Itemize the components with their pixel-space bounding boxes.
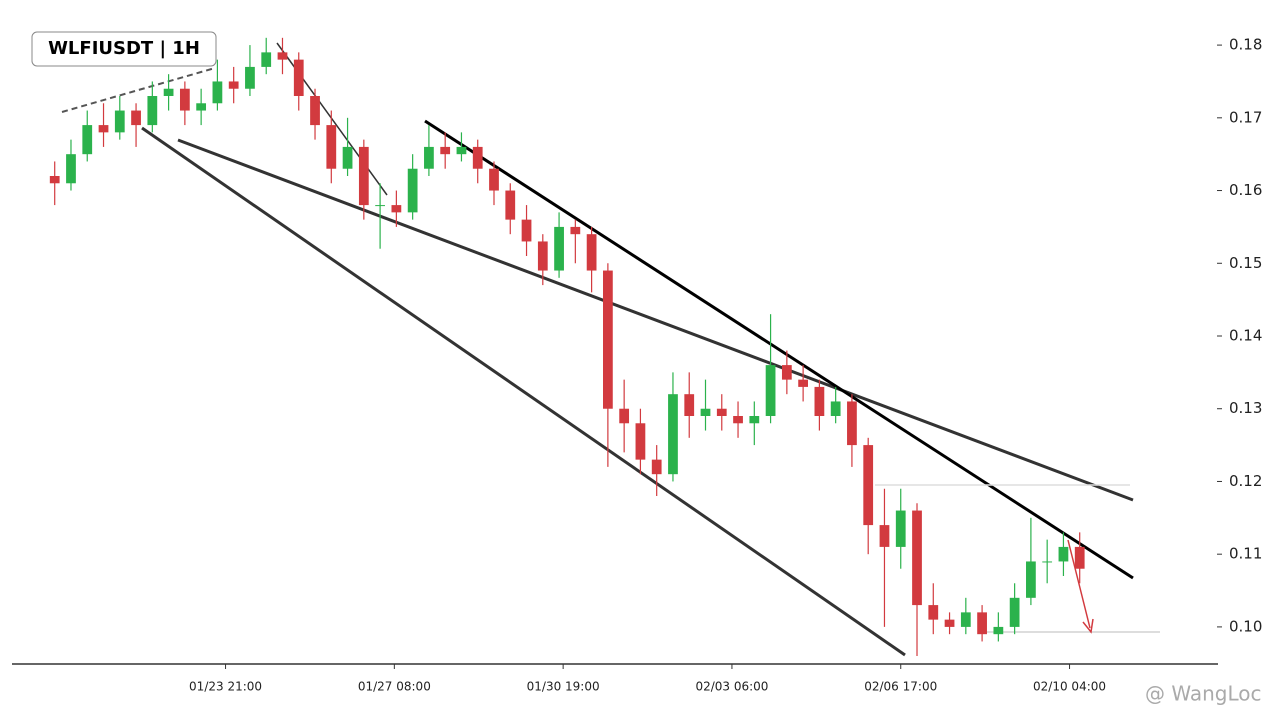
y-tick-label: 0.12 [1229,472,1262,490]
candle-body [879,525,890,547]
candle-body [1042,561,1053,563]
x-tick-label: 01/27 08:00 [358,680,431,694]
candle-body [928,605,939,620]
candle-body [66,154,76,184]
candle-body [863,445,874,526]
candle-body [716,408,727,416]
candle-body [765,365,776,416]
candle-body [651,459,662,475]
candle-body [603,270,613,409]
candle-body [212,81,223,104]
candle-body [554,226,564,271]
y-tick-label: 0.15 [1229,254,1262,272]
candle-body [847,401,857,446]
y-tick-label: 0.18 [1229,36,1262,54]
candle-body [424,146,434,169]
candle-body [814,386,825,416]
candle-body [82,125,93,155]
candle-body [668,394,678,475]
candle-body [49,176,60,184]
y-tick-label: 0.10 [1229,617,1262,635]
candle-body [179,88,190,111]
candle-body [684,394,695,416]
candle-body [798,379,809,387]
candle-body [521,219,532,242]
candle-body [977,612,987,635]
candle-body [261,52,272,67]
candle-body [619,408,630,424]
trend-line [276,42,388,196]
title-box [31,31,217,67]
chart-title: WLFIUSDT | 1H [48,38,200,59]
arrow-head [1082,618,1094,634]
candle-body [993,626,1004,635]
candle-body [635,423,646,460]
candle-body [245,66,255,89]
candle-body [912,510,922,606]
x-tick-label: 01/30 19:00 [527,680,600,694]
trend-line [141,126,906,657]
y-tick-label: 0.17 [1229,108,1262,126]
candle-body [131,110,141,126]
y-tick-label: 0.14 [1229,327,1262,345]
trend-line-dashed [61,67,216,113]
candle-body [114,110,125,133]
candle-body [358,146,369,206]
candle-body [391,205,402,213]
candle-body [196,103,207,111]
candle-body [570,226,581,235]
arrow [1067,539,1091,629]
candle-body [375,205,385,207]
candle-body [310,96,320,126]
candle-body [586,234,597,271]
candle-body [456,146,467,155]
candle-body [342,146,353,169]
candle-body [749,416,760,424]
candle-body [537,241,548,271]
candle-body [505,190,516,220]
candle-body [98,125,109,133]
watermark: @ WangLoc [1145,682,1262,706]
candle-body [960,612,971,627]
candle-body [147,96,158,126]
candle-body [326,125,337,169]
candle-body [472,146,483,169]
candle-body [293,59,304,96]
candle-body [163,88,174,96]
y-tick-label: 0.11 [1229,545,1262,563]
candle-body [228,81,239,89]
x-tick-label: 02/03 06:00 [695,680,768,694]
y-tick-label: 0.16 [1229,181,1262,199]
candle-body [1058,546,1069,562]
candle-body [277,52,288,60]
candle-body [895,510,906,547]
candle-body [733,416,743,424]
candle-body [1026,561,1036,598]
candle-body [407,168,418,213]
candle-body [1074,546,1085,569]
candle-body [1009,597,1020,627]
x-tick-label: 02/06 17:00 [864,680,937,694]
x-tick-label: 02/10 04:00 [1033,680,1106,694]
trend-line [424,119,1134,580]
trend-line [177,138,1134,502]
y-tick-label: 0.13 [1229,399,1262,417]
x-tick-label: 01/23 21:00 [189,680,262,694]
candle-body [944,619,955,627]
candle-body [489,168,499,191]
candle-body [781,365,792,380]
candle-body [830,401,841,416]
candle-body [700,408,711,416]
candle-body [440,146,451,155]
